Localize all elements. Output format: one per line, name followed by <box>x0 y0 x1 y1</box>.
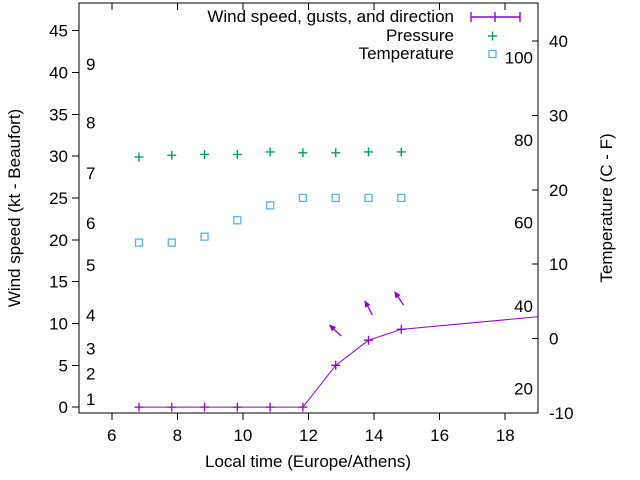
svg-text:30: 30 <box>549 106 568 125</box>
svg-text:6: 6 <box>86 214 95 233</box>
wind-series <box>134 316 539 412</box>
svg-text:25: 25 <box>49 189 68 208</box>
svg-text:1: 1 <box>86 390 95 409</box>
wind-direction-arrows <box>328 290 405 337</box>
plot-border <box>78 2 539 414</box>
svg-text:18: 18 <box>496 426 515 445</box>
legend-label-wind: Wind speed, gusts, and direction <box>207 7 454 26</box>
svg-text:100: 100 <box>505 48 533 67</box>
svg-text:45: 45 <box>49 22 68 41</box>
pressure-plus-icon <box>463 28 523 44</box>
svg-text:0: 0 <box>59 398 68 417</box>
fahrenheit-scale-labels: 20 40 60 80 100 <box>505 48 533 398</box>
svg-text:20: 20 <box>49 231 68 250</box>
legend-label-pressure: Pressure <box>385 25 454 45</box>
svg-text:4: 4 <box>86 306 95 325</box>
svg-text:10: 10 <box>549 255 568 274</box>
svg-text:80: 80 <box>514 131 533 150</box>
svg-text:15: 15 <box>49 273 68 292</box>
y-right-tick-labels: -10 0 10 20 30 40 <box>549 32 574 423</box>
svg-text:40: 40 <box>514 297 533 316</box>
svg-text:8: 8 <box>86 114 95 133</box>
svg-text:5: 5 <box>59 356 68 375</box>
svg-text:7: 7 <box>86 164 95 183</box>
svg-text:40: 40 <box>49 63 68 82</box>
svg-text:20: 20 <box>549 181 568 200</box>
svg-text:40: 40 <box>549 32 568 51</box>
svg-text:6: 6 <box>107 426 116 445</box>
temperature-series <box>134 193 406 247</box>
svg-text:2: 2 <box>86 365 95 384</box>
svg-text:10: 10 <box>233 426 252 445</box>
svg-text:16: 16 <box>430 426 449 445</box>
svg-text:9: 9 <box>86 55 95 74</box>
svg-text:20: 20 <box>514 379 533 398</box>
temperature-square-icon <box>463 46 523 62</box>
beaufort-scale-labels: 1 2 3 4 5 6 7 8 9 <box>86 55 95 409</box>
open-square-glyph <box>488 50 497 59</box>
legend-item-wind: Wind speed, gusts, and direction <box>80 7 523 27</box>
legend-item-temperature: Temperature <box>80 45 523 64</box>
svg-text:10: 10 <box>49 314 68 333</box>
svg-text:0: 0 <box>549 330 558 349</box>
legend: Wind speed, gusts, and direction Pressur… <box>80 7 523 64</box>
plus-glyph <box>488 31 497 41</box>
legend-label-temperature: Temperature <box>358 44 454 64</box>
svg-text:3: 3 <box>86 340 95 359</box>
svg-text:12: 12 <box>299 426 318 445</box>
wind-errorbar-sample-icon <box>463 9 523 25</box>
errorbar-line-glyph <box>470 12 521 23</box>
legend-item-pressure: Pressure <box>80 25 523 46</box>
x-axis-label: Local time (Europe/Athens) <box>205 452 411 471</box>
svg-text:14: 14 <box>365 426 384 445</box>
y-axis-label-right: Temperature (C - F) <box>597 133 616 283</box>
x-tick-labels: 6 8 10 12 14 16 18 <box>107 426 515 445</box>
svg-text:35: 35 <box>49 105 68 124</box>
axis-ticks <box>72 3 538 420</box>
svg-text:-10: -10 <box>549 404 574 423</box>
y-axis-label-left: Wind speed (kt - Beaufort) <box>5 108 24 308</box>
pressure-series <box>134 147 406 162</box>
svg-text:60: 60 <box>514 214 533 233</box>
y-left-tick-labels: 0 5 10 15 20 25 30 35 40 45 <box>49 22 68 418</box>
svg-text:30: 30 <box>49 147 68 166</box>
svg-text:5: 5 <box>86 256 95 275</box>
svg-text:8: 8 <box>173 426 182 445</box>
